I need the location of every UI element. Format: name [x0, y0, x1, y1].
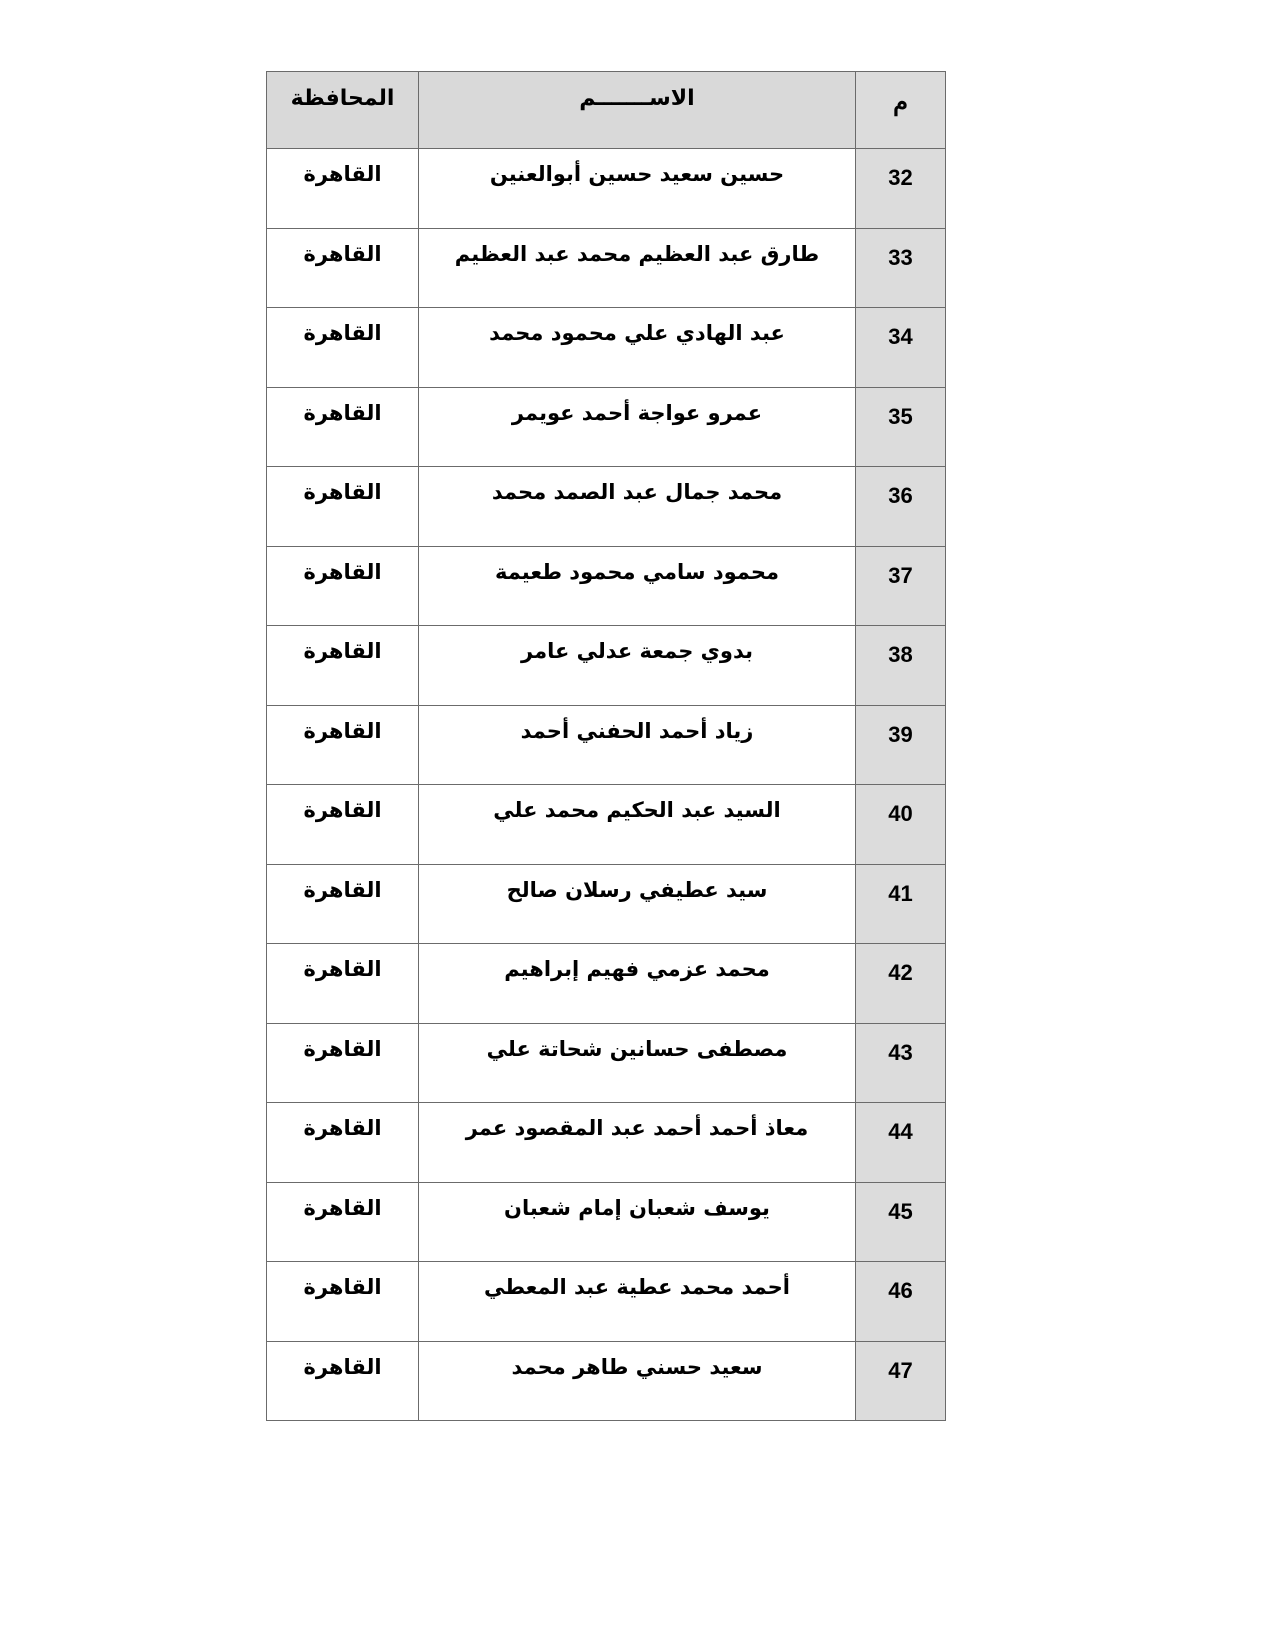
row-name: طارق عبد العظيم محمد عبد العظيم	[418, 227, 856, 308]
row-number: 34	[855, 307, 946, 388]
row-name: بدوي جمعة عدلي عامر	[418, 625, 856, 706]
row-number: 33	[855, 227, 946, 308]
row-name: محمد جمال عبد الصمد محمد	[418, 466, 856, 547]
row-name: زياد أحمد الحفني أحمد	[418, 704, 856, 785]
row-name: عمرو عواجة أحمد عويمر	[418, 386, 856, 467]
header-name: الاســـــــم	[418, 71, 856, 149]
row-number: 42	[855, 943, 946, 1024]
row-number: 45	[855, 1181, 946, 1262]
table-row: 39 زياد أحمد الحفني أحمد القاهرة	[266, 704, 946, 785]
row-governorate: القاهرة	[266, 386, 419, 467]
row-name: معاذ أحمد أحمد عبد المقصود عمر	[418, 1102, 856, 1183]
table-row: 33 طارق عبد العظيم محمد عبد العظيم القاهرة	[266, 227, 946, 308]
row-name: محمد عزمي فهيم إبراهيم	[418, 943, 856, 1024]
row-governorate: القاهرة	[266, 625, 419, 706]
row-number: 37	[855, 545, 946, 626]
row-name: أحمد محمد عطية عبد المعطي	[418, 1261, 856, 1342]
row-governorate: القاهرة	[266, 863, 419, 944]
row-governorate: القاهرة	[266, 466, 419, 547]
table-row: 36 محمد جمال عبد الصمد محمد القاهرة	[266, 466, 946, 547]
row-governorate: القاهرة	[266, 1340, 419, 1421]
row-number: 43	[855, 1022, 946, 1103]
header-row: م الاســـــــم المحافظة	[266, 71, 946, 149]
row-name: يوسف شعبان إمام شعبان	[418, 1181, 856, 1262]
row-number: 44	[855, 1102, 946, 1183]
table-row: 35 عمرو عواجة أحمد عويمر القاهرة	[266, 386, 946, 467]
row-number: 39	[855, 704, 946, 785]
row-name: سعيد حسني طاهر محمد	[418, 1340, 856, 1421]
row-number: 47	[855, 1340, 946, 1421]
row-name: السيد عبد الحكيم محمد علي	[418, 784, 856, 865]
row-governorate: القاهرة	[266, 545, 419, 626]
names-table: م الاســـــــم المحافظة 32 حسين سعيد حسين…	[266, 71, 946, 1421]
table-row: 38 بدوي جمعة عدلي عامر القاهرة	[266, 625, 946, 706]
table-row: 42 محمد عزمي فهيم إبراهيم القاهرة	[266, 943, 946, 1024]
row-governorate: القاهرة	[266, 148, 419, 229]
row-governorate: القاهرة	[266, 1181, 419, 1262]
row-name: مصطفى حسانين شحاتة علي	[418, 1022, 856, 1103]
table-row: 41 سيد عطيفي رسلان صالح القاهرة	[266, 863, 946, 944]
row-governorate: القاهرة	[266, 943, 419, 1024]
row-governorate: القاهرة	[266, 1102, 419, 1183]
table-row: 34 عبد الهادي علي محمود محمد القاهرة	[266, 307, 946, 388]
row-name: عبد الهادي علي محمود محمد	[418, 307, 856, 388]
row-governorate: القاهرة	[266, 704, 419, 785]
row-name: حسين سعيد حسين أبوالعنين	[418, 148, 856, 229]
row-number: 46	[855, 1261, 946, 1342]
table-row: 46 أحمد محمد عطية عبد المعطي القاهرة	[266, 1261, 946, 1342]
row-number: 36	[855, 466, 946, 547]
table-row: 43 مصطفى حسانين شحاتة علي القاهرة	[266, 1022, 946, 1103]
table-row: 32 حسين سعيد حسين أبوالعنين القاهرة	[266, 148, 946, 229]
row-governorate: القاهرة	[266, 227, 419, 308]
row-name: محمود سامي محمود طعيمة	[418, 545, 856, 626]
header-number: م	[855, 71, 946, 149]
row-number: 40	[855, 784, 946, 865]
row-number: 32	[855, 148, 946, 229]
row-name: سيد عطيفي رسلان صالح	[418, 863, 856, 944]
table-row: 45 يوسف شعبان إمام شعبان القاهرة	[266, 1181, 946, 1262]
row-governorate: القاهرة	[266, 1022, 419, 1103]
row-governorate: القاهرة	[266, 784, 419, 865]
table-row: 44 معاذ أحمد أحمد عبد المقصود عمر القاهرة	[266, 1102, 946, 1183]
header-governorate: المحافظة	[266, 71, 419, 149]
row-number: 35	[855, 386, 946, 467]
table-row: 47 سعيد حسني طاهر محمد القاهرة	[266, 1340, 946, 1421]
table-row: 40 السيد عبد الحكيم محمد علي القاهرة	[266, 784, 946, 865]
row-number: 38	[855, 625, 946, 706]
row-governorate: القاهرة	[266, 307, 419, 388]
row-governorate: القاهرة	[266, 1261, 419, 1342]
row-number: 41	[855, 863, 946, 944]
table-row: 37 محمود سامي محمود طعيمة القاهرة	[266, 545, 946, 626]
